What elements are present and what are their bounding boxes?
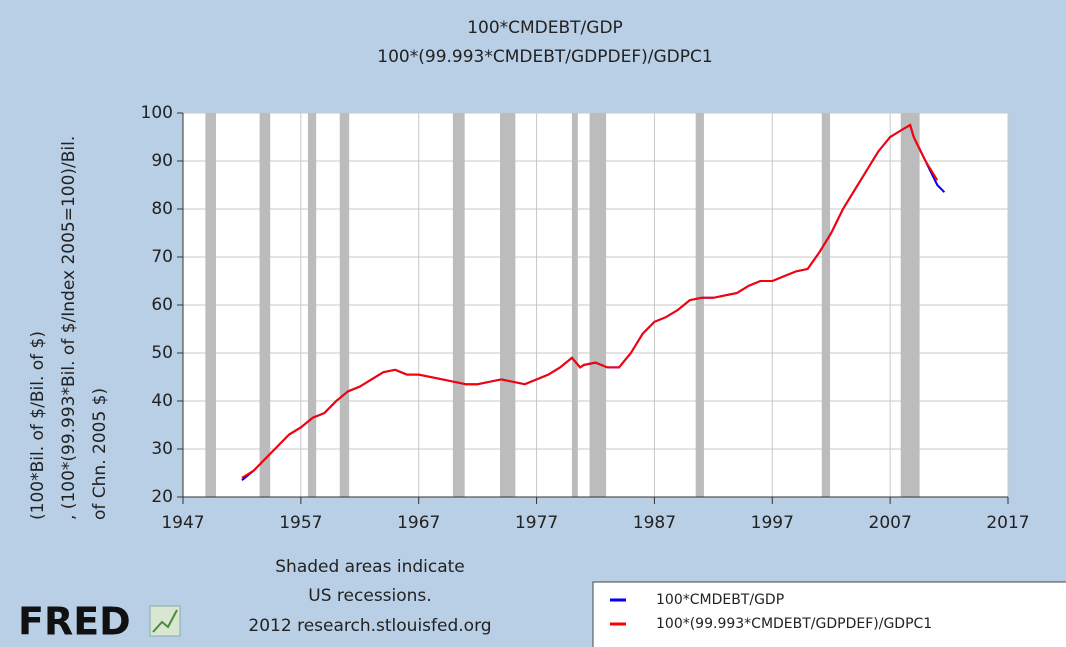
chart-title: 100*CMDEBT/GDP: [467, 18, 623, 38]
y-axis-label: , (100*(99.993*Bil. of $/Index 2005=100)…: [59, 136, 79, 520]
recession-band: [589, 113, 607, 497]
chart-subtitle: 100*(99.993*CMDEBT/GDPDEF)/GDPC1: [377, 47, 712, 67]
note: Shaded areas indicate: [275, 557, 465, 577]
x-tick-label: 1997: [751, 513, 794, 533]
y-tick-label: 60: [151, 295, 173, 315]
recession-band: [452, 113, 465, 497]
y-tick-label: 80: [151, 199, 173, 219]
logo-icon: [152, 609, 178, 633]
y-axis-label: (100*Bil. of $/Bil. of $): [28, 331, 48, 520]
y-tick-label: 70: [151, 247, 173, 267]
recession-band: [900, 113, 920, 497]
recession-band: [695, 113, 704, 497]
x-tick-label: 1957: [279, 513, 322, 533]
y-tick-label: 20: [151, 487, 173, 507]
recession-band: [500, 113, 516, 497]
recession-band: [821, 113, 831, 497]
y-tick-label: 40: [151, 391, 173, 411]
x-tick-label: 1977: [515, 513, 558, 533]
line-series: [241, 123, 939, 479]
recession-band: [571, 113, 578, 497]
y-tick-label: 30: [151, 439, 173, 459]
y-axis-label: of Chn. 2005 $): [90, 388, 110, 520]
legend-label: 100*(99.993*CMDEBT/GDPDEF)/GDPC1: [656, 616, 932, 632]
x-tick-label: 1967: [397, 513, 440, 533]
recession-band: [205, 113, 216, 497]
y-tick-label: 100: [141, 103, 173, 123]
logo: FRED: [18, 600, 131, 644]
y-tick-label: 90: [151, 151, 173, 171]
y-tick-label: 50: [151, 343, 173, 363]
y-axis-label: (100*Bil. of $/Bil. of $) , (100*(99.993…: [28, 136, 110, 520]
note: US recessions.: [308, 586, 431, 606]
x-tick-label: 1987: [633, 513, 676, 533]
source: 2012 research.stlouisfed.org: [248, 616, 491, 636]
x-tick-label: 1947: [161, 513, 204, 533]
recession-band: [339, 113, 350, 497]
legend: [592, 581, 1066, 647]
recession-band: [259, 113, 271, 497]
legend-label: 100*CMDEBT/GDP: [656, 592, 784, 608]
recession-band: [307, 113, 317, 497]
x-tick-label: 2007: [869, 513, 912, 533]
x-tick-label: 2017: [986, 513, 1029, 533]
